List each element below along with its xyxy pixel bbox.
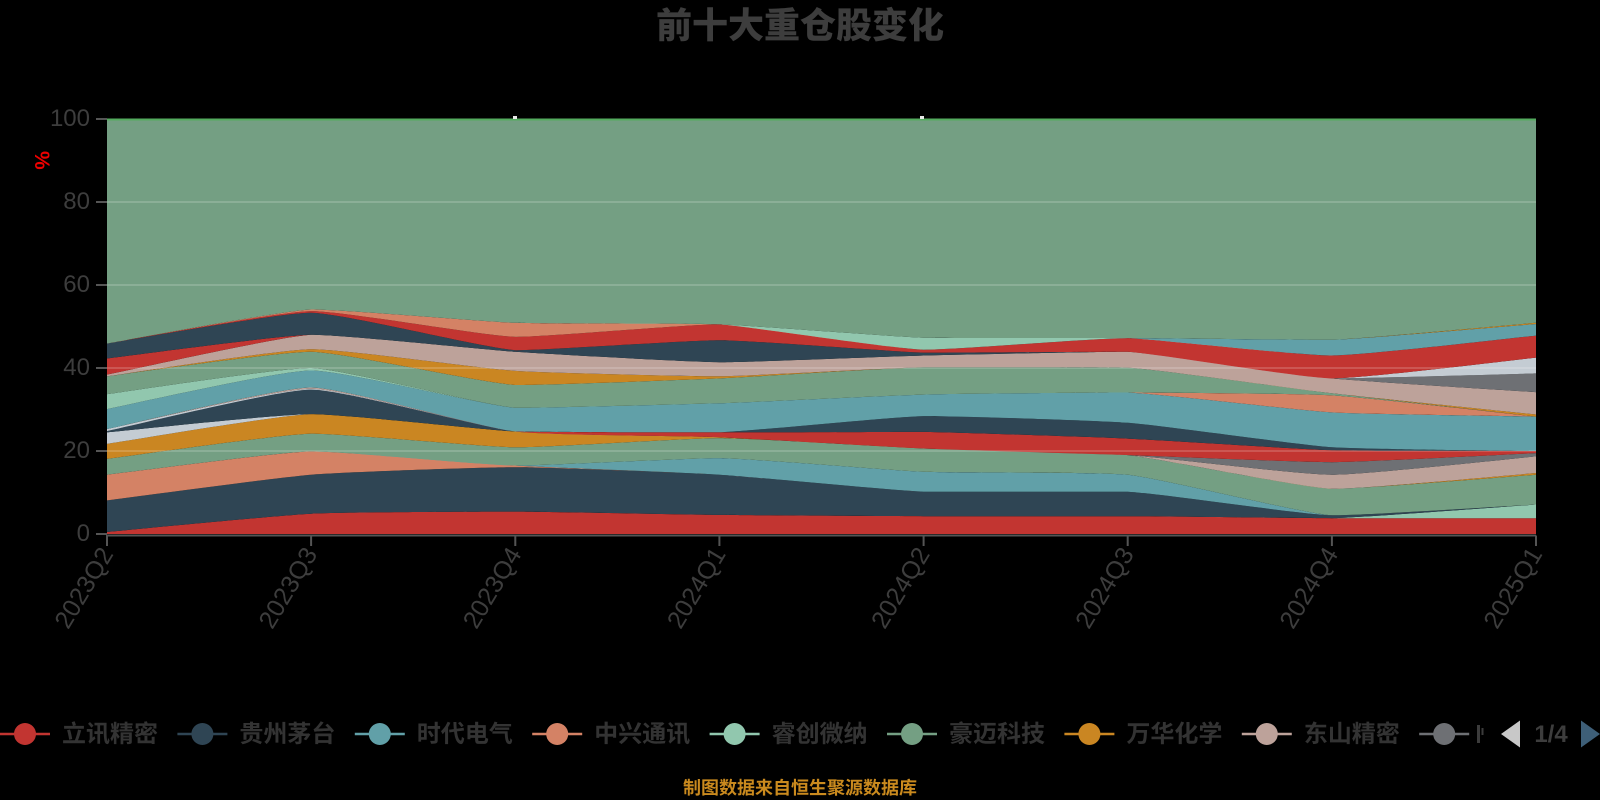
svg-text:80: 80 (63, 188, 90, 215)
svg-text:0: 0 (77, 520, 90, 547)
svg-text:1/4: 1/4 (1534, 721, 1568, 748)
svg-text:40: 40 (63, 354, 90, 381)
svg-text:60: 60 (63, 271, 90, 298)
svg-text:100: 100 (50, 105, 90, 132)
svg-text:%: % (30, 151, 53, 170)
svg-text:20: 20 (63, 437, 90, 464)
